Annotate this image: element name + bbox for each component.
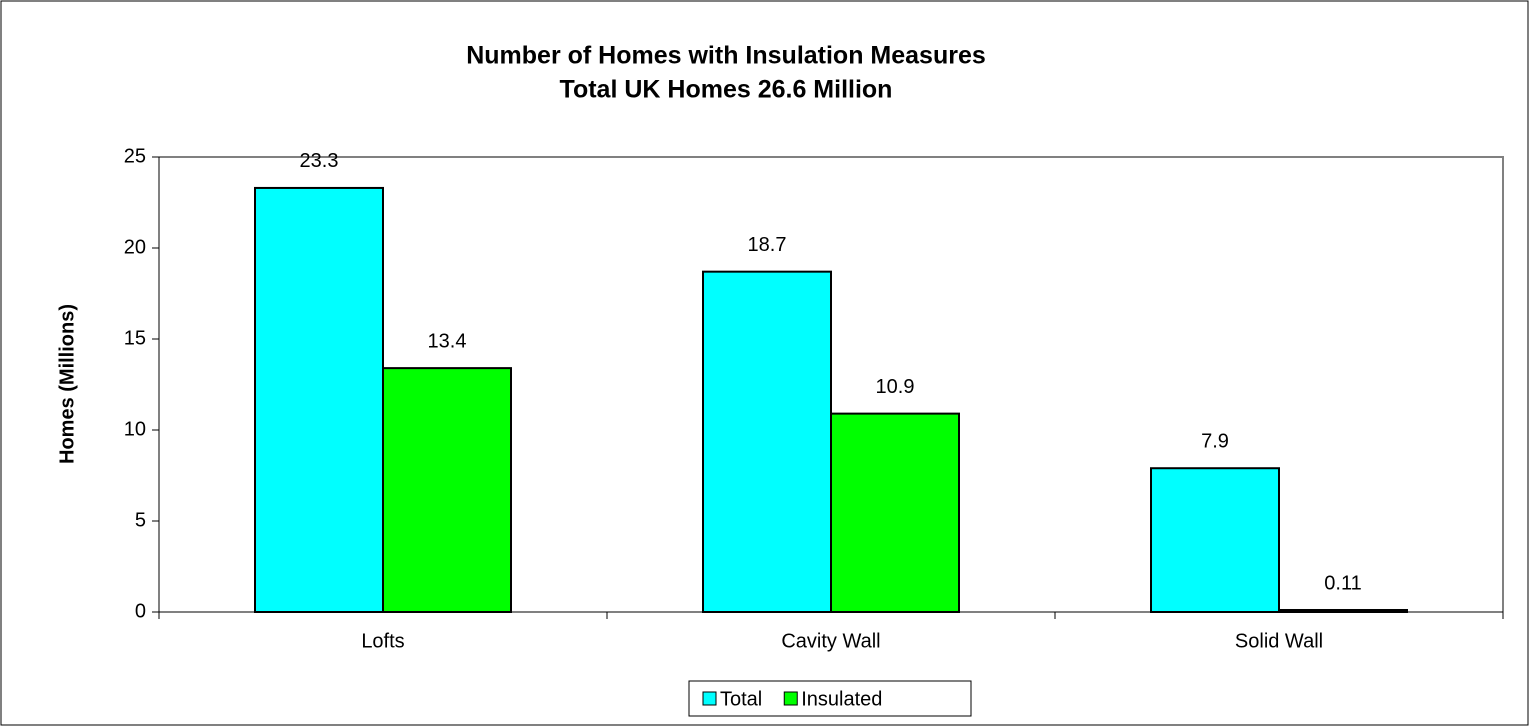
x-tick-label: Solid Wall: [1235, 630, 1323, 652]
data-label: 13.4: [428, 330, 467, 352]
x-tick-label: Cavity Wall: [781, 630, 880, 652]
legend-box: [688, 680, 972, 717]
bar: [1150, 467, 1280, 613]
bar: [382, 367, 512, 613]
y-axis-title: Homes (Millions): [56, 304, 78, 464]
data-label: 10.9: [876, 376, 915, 398]
y-tick-label: 10: [124, 418, 146, 440]
y-tick-label: 15: [124, 327, 146, 349]
y-tick-label: 5: [135, 509, 146, 531]
chart-title: Number of Homes with Insulation Measures: [466, 42, 986, 70]
data-label: 7.9: [1201, 431, 1229, 453]
bar: [254, 186, 384, 613]
data-label: 23.3: [300, 150, 339, 172]
bar: [702, 270, 832, 613]
bar: [830, 412, 960, 613]
y-tick-label: 20: [124, 236, 146, 258]
legend-swatch: [783, 691, 798, 706]
chart-subtitle: Total UK Homes 26.6 Million: [560, 76, 893, 104]
plot-frame: [159, 156, 1504, 612]
y-tick-label: 25: [124, 145, 146, 167]
data-label: 18.7: [748, 234, 787, 256]
legend-label: Insulated: [801, 688, 882, 710]
data-label: 0.11: [1324, 572, 1361, 594]
y-tick-label: 0: [135, 600, 146, 622]
legend-label: Total: [720, 688, 762, 710]
legend-swatch: [702, 691, 717, 706]
x-tick-label: Lofts: [361, 630, 404, 652]
